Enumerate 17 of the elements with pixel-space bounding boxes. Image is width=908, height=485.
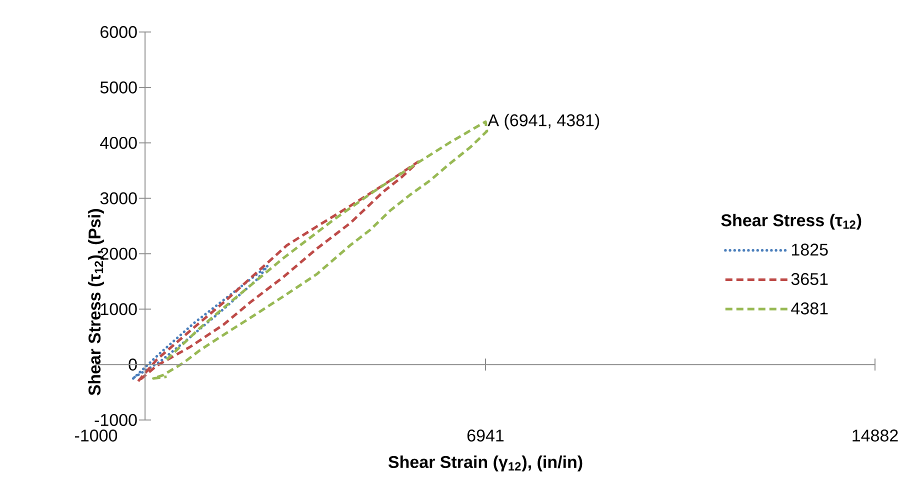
line-series	[152, 120, 488, 380]
y-tick-label: -1000	[94, 414, 137, 426]
y-tick-label: 6000	[100, 26, 137, 38]
legend-label: 3651	[791, 273, 828, 286]
x-tick-label: 6941	[467, 430, 504, 442]
y-tick-label: 0	[128, 358, 137, 371]
legend-label: 4381	[791, 302, 828, 314]
annotation: A (6941, 4381)	[488, 114, 600, 130]
line-series	[136, 160, 420, 382]
y-tick-label: 3000	[100, 192, 137, 204]
y-tick-label: 4000	[100, 136, 137, 149]
x-tick-label: -1000	[75, 430, 118, 442]
x-tick-label: 14882	[852, 430, 898, 442]
legend-title: Shear Stress (τ$_{12}$)	[721, 214, 862, 230]
y-tick-label: 5000	[100, 81, 137, 94]
legend-label: 1825	[792, 244, 828, 256]
x-axis-title: Shear Strain (γ$_{12}$), (in/in)	[388, 456, 582, 472]
